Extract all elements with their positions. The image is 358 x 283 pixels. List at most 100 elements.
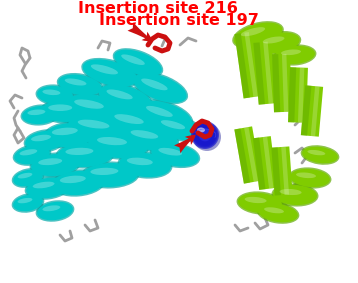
Ellipse shape [33, 182, 54, 188]
Bar [234, 128, 250, 184]
Ellipse shape [31, 154, 79, 176]
Ellipse shape [296, 172, 316, 178]
Ellipse shape [25, 131, 65, 151]
Ellipse shape [43, 89, 61, 95]
Ellipse shape [68, 114, 132, 142]
Bar [245, 32, 258, 97]
Ellipse shape [13, 170, 43, 186]
Ellipse shape [121, 54, 145, 65]
Ellipse shape [14, 145, 50, 164]
Ellipse shape [39, 98, 91, 123]
Circle shape [192, 122, 218, 148]
Bar [272, 54, 280, 112]
Ellipse shape [237, 191, 284, 215]
Ellipse shape [257, 202, 299, 224]
Ellipse shape [64, 93, 126, 123]
Ellipse shape [273, 185, 317, 205]
Bar [253, 136, 277, 190]
Ellipse shape [20, 104, 59, 126]
Bar [272, 54, 292, 112]
Ellipse shape [151, 143, 199, 167]
Ellipse shape [264, 207, 284, 213]
Ellipse shape [12, 193, 44, 213]
Ellipse shape [13, 144, 51, 166]
Circle shape [194, 124, 217, 147]
Ellipse shape [99, 84, 151, 112]
Bar [301, 85, 323, 137]
Bar [234, 33, 250, 98]
Ellipse shape [158, 148, 182, 156]
Circle shape [193, 123, 221, 151]
Ellipse shape [161, 120, 185, 129]
Ellipse shape [57, 73, 103, 97]
Ellipse shape [258, 204, 298, 222]
Ellipse shape [137, 99, 193, 131]
Circle shape [203, 132, 208, 138]
Bar [271, 146, 292, 196]
Ellipse shape [122, 125, 178, 151]
Ellipse shape [38, 158, 62, 165]
Bar [263, 42, 273, 104]
Ellipse shape [308, 150, 325, 155]
Ellipse shape [280, 189, 301, 195]
Ellipse shape [57, 143, 113, 167]
Ellipse shape [66, 148, 93, 155]
Bar [288, 67, 296, 122]
Bar [288, 67, 308, 123]
Ellipse shape [132, 72, 188, 104]
Ellipse shape [83, 59, 137, 87]
Ellipse shape [78, 120, 110, 128]
Ellipse shape [28, 110, 45, 115]
Ellipse shape [67, 113, 133, 143]
Ellipse shape [74, 99, 104, 109]
Ellipse shape [60, 176, 86, 183]
Ellipse shape [301, 145, 339, 165]
Bar [301, 85, 311, 136]
Bar [253, 42, 265, 105]
Ellipse shape [37, 86, 73, 104]
Circle shape [197, 127, 213, 143]
Ellipse shape [290, 169, 330, 187]
Ellipse shape [91, 64, 118, 74]
Ellipse shape [82, 163, 138, 187]
Ellipse shape [255, 31, 301, 55]
Ellipse shape [97, 137, 127, 145]
Bar [253, 138, 266, 190]
Ellipse shape [289, 167, 332, 189]
Ellipse shape [271, 183, 319, 207]
Ellipse shape [197, 128, 205, 132]
Circle shape [199, 129, 211, 142]
Ellipse shape [35, 84, 74, 106]
Ellipse shape [88, 132, 148, 158]
Ellipse shape [106, 109, 164, 137]
Ellipse shape [65, 78, 86, 85]
Ellipse shape [232, 21, 284, 49]
Ellipse shape [152, 114, 204, 142]
Ellipse shape [91, 168, 118, 175]
Bar [282, 54, 289, 112]
Ellipse shape [114, 50, 162, 76]
Bar [253, 41, 277, 105]
Ellipse shape [12, 168, 44, 188]
Ellipse shape [281, 50, 301, 55]
Bar [281, 147, 289, 195]
Ellipse shape [107, 89, 133, 99]
Ellipse shape [36, 200, 74, 222]
Circle shape [204, 134, 206, 136]
Ellipse shape [141, 79, 168, 90]
Ellipse shape [275, 46, 315, 64]
Ellipse shape [127, 158, 153, 165]
Text: Insertion site 216: Insertion site 216 [78, 1, 237, 16]
Ellipse shape [41, 100, 89, 122]
Circle shape [195, 125, 215, 145]
Bar [244, 127, 258, 182]
Ellipse shape [119, 153, 171, 177]
Ellipse shape [114, 114, 144, 124]
Ellipse shape [104, 107, 166, 139]
Ellipse shape [97, 83, 153, 113]
Ellipse shape [43, 121, 97, 149]
Ellipse shape [274, 44, 316, 66]
Ellipse shape [134, 73, 187, 103]
Ellipse shape [117, 151, 173, 179]
Ellipse shape [238, 193, 282, 213]
